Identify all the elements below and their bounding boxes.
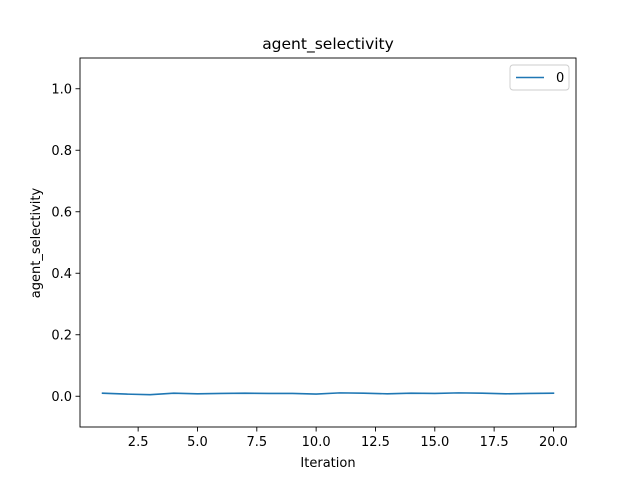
legend-entry-label: 0 xyxy=(556,71,564,86)
legend: 0 xyxy=(509,64,570,91)
y-tick-label: 0.2 xyxy=(51,328,72,343)
y-tick-label: 0.8 xyxy=(51,144,72,159)
x-tick-label: 10.0 xyxy=(302,435,331,450)
y-tick-label: 1.0 xyxy=(51,82,72,97)
x-tick-label: 12.5 xyxy=(361,435,390,450)
x-tick-label: 5.0 xyxy=(187,435,208,450)
y-tick-label: 0.4 xyxy=(51,267,72,282)
plot-frame xyxy=(79,57,577,428)
y-tick-label: 0.0 xyxy=(51,390,72,405)
x-tick-label: 2.5 xyxy=(128,435,149,450)
plot-area: 2.5 5.0 7.5 10.0 12.5 15.0 17.5 20.0 0.0 0.2 0.4 0.… xyxy=(51,57,577,450)
x-tick-label: 7.5 xyxy=(246,435,267,450)
y-axis-label: agent_selectivity xyxy=(29,188,44,299)
x-tick-label: 20.0 xyxy=(539,435,568,450)
y-tick-label: 0.6 xyxy=(51,205,72,220)
x-tick-label: 15.0 xyxy=(420,435,449,450)
series-line-0 xyxy=(101,392,555,396)
x-tick-label: 17.5 xyxy=(480,435,509,450)
chart-title: agent_selectivity xyxy=(262,35,394,54)
x-axis-label: Iteration xyxy=(300,456,355,471)
